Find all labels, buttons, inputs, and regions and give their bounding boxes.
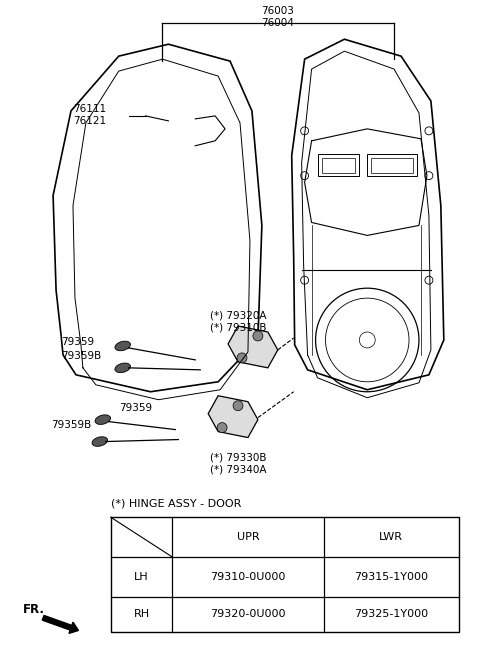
Text: 79325-1Y000: 79325-1Y000 xyxy=(354,609,428,619)
Circle shape xyxy=(237,353,247,363)
Text: (*) HINGE ASSY - DOOR: (*) HINGE ASSY - DOOR xyxy=(111,499,241,509)
Bar xyxy=(367,154,417,176)
FancyArrow shape xyxy=(42,615,78,633)
Text: (*) 79340A: (*) 79340A xyxy=(210,464,267,475)
Text: 76003: 76003 xyxy=(261,7,294,17)
Text: FR.: FR. xyxy=(23,603,45,617)
Text: 79359B: 79359B xyxy=(51,420,91,430)
Text: LH: LH xyxy=(134,572,149,582)
Ellipse shape xyxy=(95,415,110,424)
Text: (*) 79320A: (*) 79320A xyxy=(210,310,267,320)
Text: 79359: 79359 xyxy=(61,337,94,347)
Text: (*) 79310B: (*) 79310B xyxy=(210,322,267,332)
Circle shape xyxy=(217,422,227,432)
Bar xyxy=(371,158,413,172)
Text: LWR: LWR xyxy=(379,532,403,542)
Polygon shape xyxy=(228,326,278,368)
Ellipse shape xyxy=(92,437,108,446)
Polygon shape xyxy=(208,396,258,438)
Text: 79315-1Y000: 79315-1Y000 xyxy=(354,572,428,582)
Text: RH: RH xyxy=(133,609,150,619)
Text: 76111: 76111 xyxy=(73,104,106,114)
Text: 79320-0U000: 79320-0U000 xyxy=(210,609,286,619)
Text: UPR: UPR xyxy=(237,532,259,542)
Bar xyxy=(318,154,360,176)
Text: 79359: 79359 xyxy=(119,402,152,412)
Text: 76004: 76004 xyxy=(261,19,294,29)
Ellipse shape xyxy=(115,363,131,373)
Text: 79310-0U000: 79310-0U000 xyxy=(210,572,286,582)
Circle shape xyxy=(253,331,263,341)
Bar xyxy=(322,158,355,172)
Text: 79359B: 79359B xyxy=(61,351,101,361)
Circle shape xyxy=(233,400,243,410)
Text: (*) 79330B: (*) 79330B xyxy=(210,452,267,463)
Text: 76121: 76121 xyxy=(73,116,106,126)
Ellipse shape xyxy=(115,341,131,351)
